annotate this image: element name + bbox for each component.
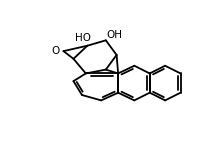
Text: OH: OH	[106, 30, 122, 40]
Text: HO: HO	[75, 33, 92, 43]
Text: O: O	[52, 46, 60, 56]
